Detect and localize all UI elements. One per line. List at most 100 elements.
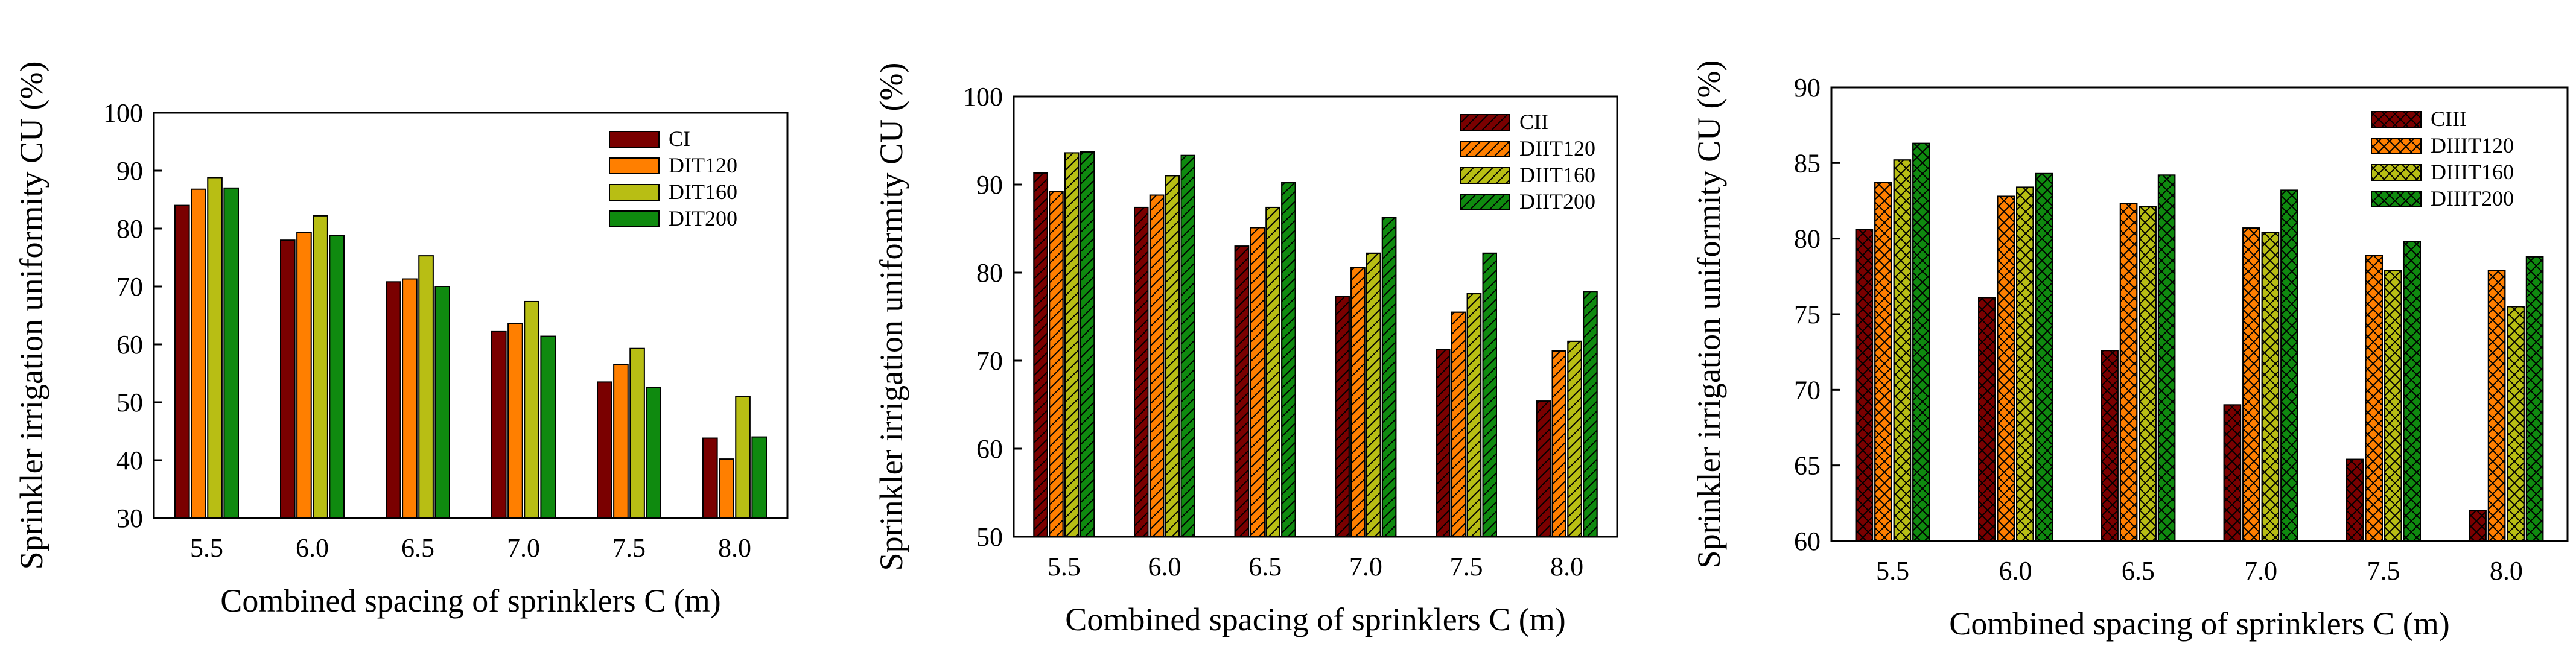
bar-pattern-overlay — [2119, 203, 2138, 542]
bar-pattern-overlay — [1250, 227, 1265, 538]
bar-CI-6.0 — [280, 239, 296, 519]
y-tick-label: 100 — [103, 98, 143, 128]
chart-3-bars — [1855, 142, 2544, 542]
chart-2-y-axis-label: Sprinkler irrigation uniformity CU (%) — [873, 63, 909, 571]
legend-swatch-pattern — [1460, 167, 1510, 184]
bar-pattern-overlay — [2035, 172, 2053, 542]
y-tick-label: 75 — [1794, 300, 1821, 329]
y-tick-label: 50 — [976, 522, 1003, 552]
legend-swatch — [609, 184, 660, 201]
bar-CI-6.5 — [386, 281, 401, 519]
x-tick-label: 6.5 — [2122, 556, 2155, 586]
bar-pattern-overlay — [2525, 256, 2544, 542]
bar-CI-5.5 — [174, 204, 190, 519]
legend-swatch-pattern — [1460, 194, 1510, 210]
y-tick-label: 80 — [1794, 224, 1821, 254]
y-tick-label: 30 — [116, 504, 143, 533]
y-tick-label: 100 — [963, 82, 1003, 112]
chart-1-bars — [174, 177, 767, 519]
bar-pattern-overlay — [2139, 206, 2157, 542]
legend-label: DIT200 — [669, 206, 737, 230]
bar-pattern-overlay — [1893, 159, 1912, 542]
bar-DIT160-7.5 — [629, 347, 645, 519]
bar-pattern-overlay — [1265, 206, 1280, 537]
bar-DIT200-8.0 — [751, 436, 767, 519]
bar-pattern-overlay — [1874, 182, 1892, 542]
legend-swatch — [609, 131, 660, 148]
bar-pattern-overlay — [1134, 206, 1149, 537]
bar-DIT200-7.5 — [646, 387, 661, 519]
y-tick-label: 80 — [976, 258, 1003, 288]
y-tick-label: 60 — [1794, 526, 1821, 556]
bar-pattern-overlay — [1033, 172, 1048, 537]
bar-pattern-overlay — [1234, 245, 1250, 537]
legend-label: DIIIT120 — [2431, 133, 2514, 157]
bar-pattern-overlay — [2261, 232, 2280, 542]
bar-pattern-overlay — [2365, 255, 2383, 542]
x-tick-label: 6.5 — [1248, 552, 1282, 581]
bar-DIT120-6.5 — [402, 278, 418, 519]
bar-DIT200-6.5 — [434, 286, 450, 519]
y-tick-label: 60 — [116, 330, 143, 359]
chart-3-x-axis: 5.5 6.0 6.5 7.0 7.5 8.0 — [1876, 556, 2523, 586]
y-tick-label: 90 — [116, 156, 143, 186]
bar-DIT160-6.5 — [418, 255, 434, 519]
bar-pattern-overlay — [1466, 293, 1482, 537]
legend-label: DIT160 — [669, 180, 737, 204]
bar-pattern-overlay — [1855, 229, 1874, 542]
bar-DIT120-7.0 — [507, 323, 523, 519]
bar-pattern-overlay — [1165, 175, 1180, 537]
chart-2-x-axis-label: Combined spacing of sprinklers C (m) — [1065, 601, 1565, 637]
bar-CI-7.5 — [597, 381, 612, 519]
bar-pattern-overlay — [2242, 227, 2260, 542]
x-tick-label: 6.0 — [296, 533, 329, 563]
x-tick-label: 5.5 — [1048, 552, 1081, 581]
y-tick-label: 90 — [1794, 73, 1821, 103]
legend-label: DIIIT200 — [2431, 186, 2514, 210]
bar-pattern-overlay — [1482, 252, 1497, 537]
bar-pattern-overlay — [1281, 182, 1296, 537]
x-tick-label: 5.5 — [190, 533, 223, 563]
bar-CI-8.0 — [702, 437, 718, 519]
bar-DIT200-5.5 — [223, 187, 239, 519]
legend-swatch-pattern — [1460, 114, 1510, 131]
legend-label: DIT120 — [669, 153, 737, 177]
bar-DIT160-8.0 — [735, 396, 751, 519]
y-tick-label: 40 — [116, 446, 143, 475]
bar-pattern-overlay — [1335, 296, 1350, 537]
bar-DIT120-8.0 — [719, 458, 734, 519]
x-tick-label: 8.0 — [718, 533, 751, 563]
bar-pattern-overlay — [1149, 194, 1165, 537]
bar-DIT200-6.0 — [329, 235, 345, 519]
bar-pattern-overlay — [2384, 270, 2402, 542]
bar-pattern-overlay — [1912, 142, 1930, 542]
x-tick-label: 7.0 — [507, 533, 540, 563]
y-tick-label: 85 — [1794, 148, 1821, 178]
y-tick-label: 70 — [1794, 375, 1821, 405]
chart-3-x-axis-label: Combined spacing of sprinklers C (m) — [1949, 606, 2449, 642]
legend-label: CIII — [2431, 107, 2467, 131]
bar-pattern-overlay — [1080, 151, 1095, 538]
y-tick-label: 80 — [116, 214, 143, 244]
legend-label: CII — [1519, 110, 1548, 134]
legend-swatch-pattern — [2371, 111, 2422, 128]
bar-pattern-overlay — [1567, 340, 1582, 537]
legend-swatch — [609, 157, 660, 174]
bar-pattern-overlay — [2016, 186, 2034, 542]
chart-2-x-axis: 5.5 6.0 6.5 7.0 7.5 8.0 — [1048, 552, 1583, 581]
bar-pattern-overlay — [2157, 174, 2176, 542]
bar-pattern-overlay — [1451, 311, 1466, 537]
bar-pattern-overlay — [1583, 291, 1598, 537]
bar-pattern-overlay — [2346, 458, 2364, 542]
x-tick-label: 7.0 — [1349, 552, 1382, 581]
bar-pattern-overlay — [2223, 404, 2242, 542]
y-tick-label: 50 — [116, 388, 143, 417]
bar-DIT200-7.0 — [540, 335, 556, 519]
x-tick-label: 8.0 — [1550, 552, 1583, 581]
bar-pattern-overlay — [1978, 297, 1996, 542]
